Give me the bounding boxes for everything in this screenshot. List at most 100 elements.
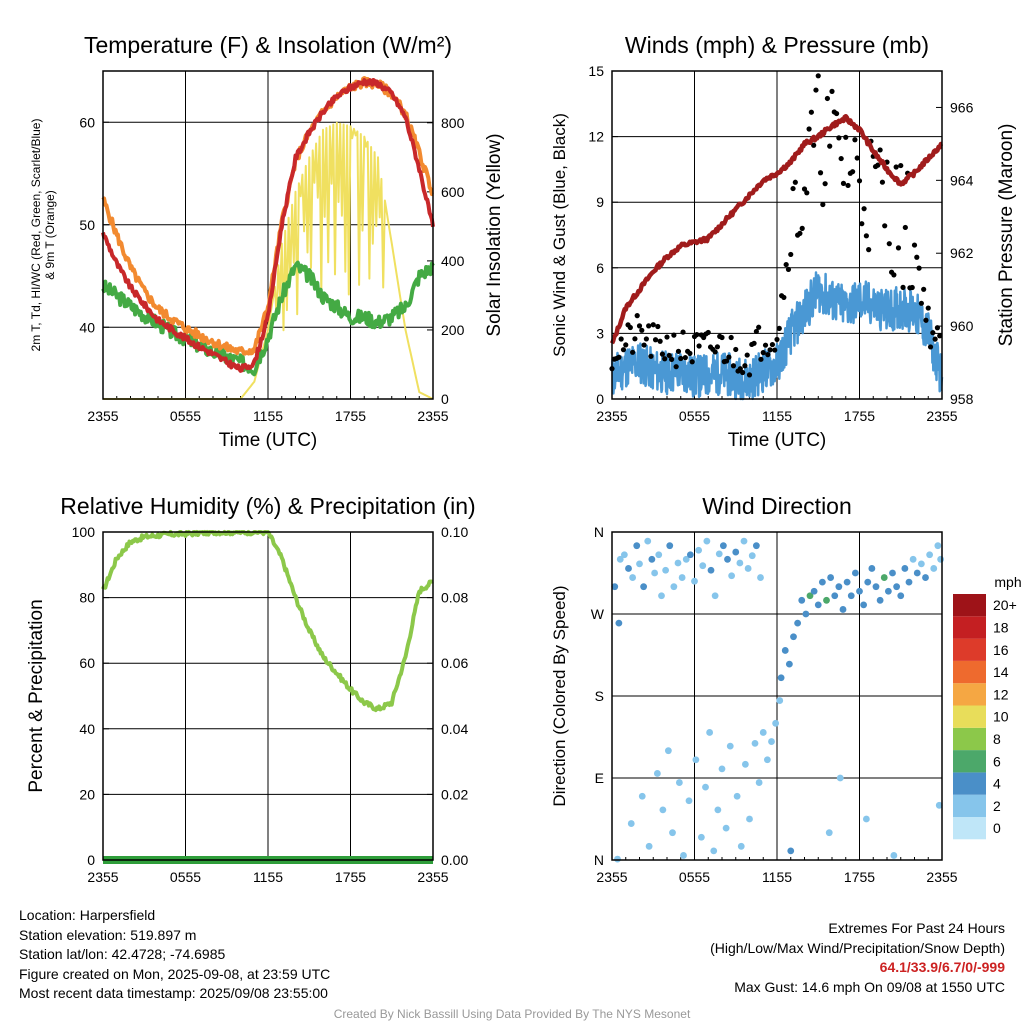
gust-point xyxy=(827,143,833,149)
gust-point xyxy=(620,347,627,353)
gust-point xyxy=(767,347,773,353)
x-tick-label: 2355 xyxy=(417,408,448,424)
gust-point xyxy=(856,178,863,184)
wind-axis-tick-label: 12 xyxy=(588,129,604,145)
gust-point xyxy=(788,251,794,258)
gust-point xyxy=(914,254,920,260)
extremes-values: 64.1/33.9/6.7/0/-999 xyxy=(879,959,1005,976)
legend-swatch xyxy=(953,705,986,728)
direction-point xyxy=(746,815,753,823)
gust-point xyxy=(712,349,718,355)
temp-axis-tick-label: 40 xyxy=(79,319,95,335)
direction-point xyxy=(615,619,623,627)
direction-point xyxy=(669,829,676,837)
insolation-axis-tick-label: 200 xyxy=(441,322,465,338)
direction-point xyxy=(768,738,775,745)
gust-point xyxy=(934,325,941,331)
x-tick-label: 1155 xyxy=(253,408,283,424)
direction-point xyxy=(678,574,686,581)
direction-point xyxy=(620,551,628,559)
gust-point xyxy=(877,147,883,153)
direction-point xyxy=(814,601,822,609)
gust-point xyxy=(762,342,769,348)
direction-point xyxy=(629,574,637,581)
gust-point xyxy=(843,134,849,140)
direction-point xyxy=(636,560,643,568)
gust-point xyxy=(705,329,711,336)
gust-point xyxy=(879,179,886,185)
gust-point xyxy=(719,334,725,341)
direction-point xyxy=(934,542,942,550)
gust-point xyxy=(680,329,686,335)
legend-label: 10 xyxy=(993,709,1009,725)
gust-point xyxy=(648,353,654,359)
direction-point xyxy=(872,583,880,591)
gust-point xyxy=(689,359,695,365)
gust-point xyxy=(863,233,869,239)
gust-point xyxy=(616,354,622,360)
legend-swatch xyxy=(953,683,986,706)
direction-point xyxy=(836,774,844,782)
2m-temp-line xyxy=(101,78,435,373)
direction-point xyxy=(666,542,674,550)
gust-point xyxy=(921,286,927,292)
direction-point xyxy=(831,592,839,600)
legend-swatch xyxy=(953,750,986,773)
gust-point xyxy=(838,155,844,162)
direction-point xyxy=(781,647,789,654)
gust-point xyxy=(811,142,817,148)
direction-point xyxy=(653,770,661,777)
gust-point xyxy=(815,73,821,79)
legend-swatch xyxy=(953,638,986,661)
gust-point xyxy=(909,284,915,291)
recent-text: Most recent data timestamp: 2025/09/08 2… xyxy=(19,985,328,1002)
direction-point xyxy=(843,578,851,586)
temp-y-label-line1: 2m T, Td, HI/WC (Red, Green, Scarlet/Blu… xyxy=(29,119,43,352)
gust-point xyxy=(746,372,753,378)
gust-point xyxy=(882,223,888,229)
insolation-axis-tick-label: 800 xyxy=(441,115,465,131)
gust-point xyxy=(927,344,934,350)
gust-point xyxy=(900,284,906,290)
station-info: Location: Harpersfield Station elevation… xyxy=(19,906,330,1004)
gust-point xyxy=(678,355,684,362)
gust-point xyxy=(714,344,721,350)
gust-point xyxy=(687,350,693,356)
direction-point xyxy=(651,569,659,577)
direction-point xyxy=(851,569,859,577)
direction-point xyxy=(862,815,870,823)
gust-point xyxy=(639,327,645,333)
x-tick-label: 2355 xyxy=(596,869,627,885)
legend-swatch xyxy=(953,660,986,684)
direction-point xyxy=(913,569,921,577)
direction-point xyxy=(670,583,678,591)
pressure-y-label: Station Pressure (Maroon) xyxy=(996,124,1017,347)
gust-point xyxy=(668,356,675,362)
direction-point xyxy=(884,587,892,595)
rh-axis-tick-label: 0 xyxy=(87,852,95,868)
x-tick-label: 1155 xyxy=(762,408,792,424)
direction-point xyxy=(722,824,730,832)
legend-swatch xyxy=(953,817,986,840)
x-tick-label: 2355 xyxy=(596,408,627,424)
panel-title: Winds (mph) & Pressure (mb) xyxy=(625,32,929,58)
direction-point xyxy=(682,555,690,563)
plot-frame xyxy=(102,531,434,861)
direction-point xyxy=(839,606,847,613)
direction-point xyxy=(847,592,855,600)
legend-label: 0 xyxy=(993,820,1001,836)
gust-point xyxy=(682,355,688,361)
direction-point xyxy=(658,592,665,600)
direction-point xyxy=(901,565,909,572)
direction-point xyxy=(897,592,905,600)
gust-point xyxy=(930,330,936,336)
precip-axis-tick-label: 0.02 xyxy=(441,786,468,802)
direction-point xyxy=(835,583,843,591)
x-tick-label: 1155 xyxy=(762,869,792,885)
x-axis-label: Time (UTC) xyxy=(219,430,318,451)
gust-point xyxy=(744,352,750,358)
x-tick-label: 1755 xyxy=(335,869,366,885)
direction-point xyxy=(616,555,624,563)
pressure-axis-tick-label: 964 xyxy=(950,172,974,188)
gust-point xyxy=(785,266,792,273)
